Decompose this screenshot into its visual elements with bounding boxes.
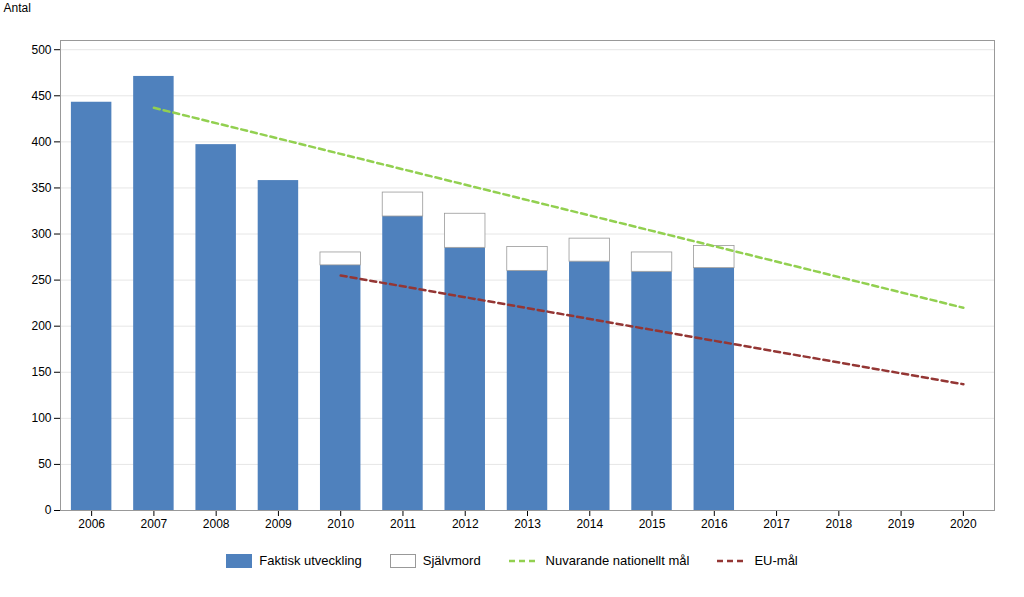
svg-text:2014: 2014 — [576, 517, 603, 531]
svg-text:2009: 2009 — [265, 517, 292, 531]
html-text:EU-mål: EU-mål — [754, 553, 798, 568]
svg-text:2011: 2011 — [390, 517, 416, 531]
svg-text:2015: 2015 — [639, 517, 666, 531]
svg-text:Antal: Antal — [4, 1, 31, 15]
svg-text:2010: 2010 — [327, 517, 354, 531]
html-text:Nuvarande nationellt mål: Nuvarande nationellt mål — [545, 553, 690, 568]
svg-text:450: 450 — [31, 89, 51, 103]
svg-text:300: 300 — [31, 227, 51, 241]
svg-text:2019: 2019 — [888, 517, 915, 531]
svg-text:2016: 2016 — [701, 517, 728, 531]
svg-text:0: 0 — [45, 503, 52, 517]
svg-text:400: 400 — [31, 135, 51, 149]
html-text:Faktisk utveckling: Faktisk utveckling — [259, 553, 362, 568]
svg-text:2008: 2008 — [203, 517, 230, 531]
svg-text:2020: 2020 — [950, 517, 977, 531]
svg-text:2012: 2012 — [452, 517, 479, 531]
svg-text:500: 500 — [31, 43, 51, 57]
svg-text:250: 250 — [31, 273, 51, 287]
svg-text:2013: 2013 — [514, 517, 541, 531]
svg-text:350: 350 — [31, 181, 51, 195]
svg-text:2006: 2006 — [78, 517, 105, 531]
html-text:Självmord: Självmord — [422, 553, 481, 568]
svg-text:2007: 2007 — [141, 517, 168, 531]
svg-text:100: 100 — [31, 411, 51, 425]
svg-text:2018: 2018 — [825, 517, 852, 531]
svg-text:2017: 2017 — [763, 517, 790, 531]
svg-text:200: 200 — [31, 319, 51, 333]
svg-text:50: 50 — [38, 457, 52, 471]
svg-text:150: 150 — [31, 365, 51, 379]
